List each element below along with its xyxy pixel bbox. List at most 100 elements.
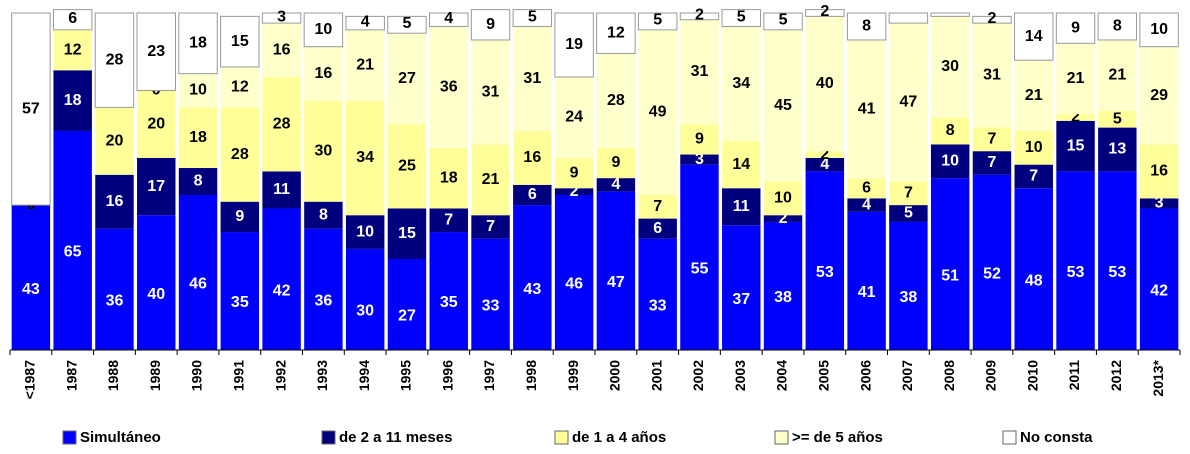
data-label: 4 [862,196,871,213]
bar-segment [1098,39,1137,111]
x-tick-label: 1989 [147,360,163,391]
data-label: 7 [988,131,997,148]
bar-segment [513,130,552,185]
data-label: 5 [779,12,788,29]
data-label: 9 [611,154,620,171]
data-label: 7 [988,154,997,171]
data-label: 28 [607,92,625,109]
bar-segment [846,12,887,41]
legend-label: Simultáneo [80,429,161,446]
data-label: 16 [1150,163,1168,180]
x-tick-label: 2013* [1150,359,1166,396]
bar-segment [261,12,302,24]
bar-segment [471,215,510,239]
x-tick-label: 1999 [565,360,581,391]
legend-swatch [554,430,569,445]
bar-segment [596,53,636,148]
bar-segment [429,12,469,27]
data-label: 47 [607,274,625,291]
bar-segment [554,77,594,158]
bar-segment [53,130,92,350]
data-label: 34 [732,75,750,92]
bar-segment [680,124,719,155]
bar-segment [930,144,970,179]
data-label: 18 [189,35,207,52]
bar-segment [722,188,761,226]
data-label: 19 [565,36,583,53]
bar-segment [805,16,845,152]
bar-segment [345,29,385,101]
data-label: 12 [607,24,625,41]
bar-segment [429,147,468,209]
data-label: 17 [147,178,165,195]
bar-segment [972,15,1012,24]
data-label: 55 [691,261,709,278]
data-label: 21 [356,56,374,73]
data-label: 15 [398,225,416,242]
data-label: 43 [523,281,541,298]
bar-segment [1014,12,1054,61]
bar-segment [972,23,1012,128]
data-label: 6 [528,186,537,203]
data-label: 21 [482,171,500,188]
bar-segment [889,221,928,350]
bar-segment [11,205,51,350]
bar-segment [1014,60,1053,131]
data-label: 57 [22,100,40,117]
bar-segment [262,171,301,209]
legend-label: >= de 5 años [792,429,883,446]
data-label: 24 [565,109,583,126]
bar-segment [554,188,594,195]
data-label: 5 [1113,110,1122,127]
bar-segment [805,171,845,350]
bar-segment [137,215,176,350]
bar-segment [1139,12,1179,48]
data-label: 12 [231,78,249,95]
bar-segment [763,181,803,216]
bar-segment [220,107,260,202]
data-label: 46 [565,276,583,293]
data-label: 18 [64,92,82,109]
bar-segment [220,232,260,350]
data-label: 11 [273,181,290,198]
data-label: 6 [653,220,662,237]
data-label: 21 [1108,67,1126,84]
bar-segment [554,194,594,350]
bar-segment [345,100,385,216]
data-label: 53 [1067,264,1085,281]
bar-segment [470,9,511,41]
bar-segment [596,178,636,192]
x-tick-label: 1998 [523,360,539,391]
bar-segment [178,73,218,108]
data-label: 46 [189,276,207,293]
x-tick-label: 1996 [439,360,455,391]
data-label: 2 [820,3,829,20]
data-label: 51 [941,267,959,284]
bar-segment [345,15,385,31]
data-label: 10 [1150,21,1168,38]
bar-segment [596,191,636,350]
bar-segment [387,15,427,34]
bar-segment [930,117,970,145]
bar-segment [638,29,677,195]
data-label: 20 [147,115,165,132]
x-tick-label: 1988 [105,360,121,391]
data-label: 31 [523,70,541,87]
data-label: 40 [816,75,834,92]
data-label: 16 [523,149,541,166]
bar-segment [847,39,886,179]
data-label: 9 [570,164,579,181]
bar-segment [930,178,970,350]
data-label: 30 [941,58,959,75]
data-label: 65 [64,244,82,261]
bar-segment [429,232,468,350]
data-label: 25 [398,158,416,175]
x-tick-label: 2001 [648,360,664,391]
bar-segment [930,12,970,17]
data-label: 13 [1108,141,1126,158]
data-label: 53 [816,264,834,281]
bar-segment [1056,43,1095,115]
data-label: 10 [1025,139,1043,156]
bar-segment [1098,127,1137,172]
bar-segment [95,228,134,350]
